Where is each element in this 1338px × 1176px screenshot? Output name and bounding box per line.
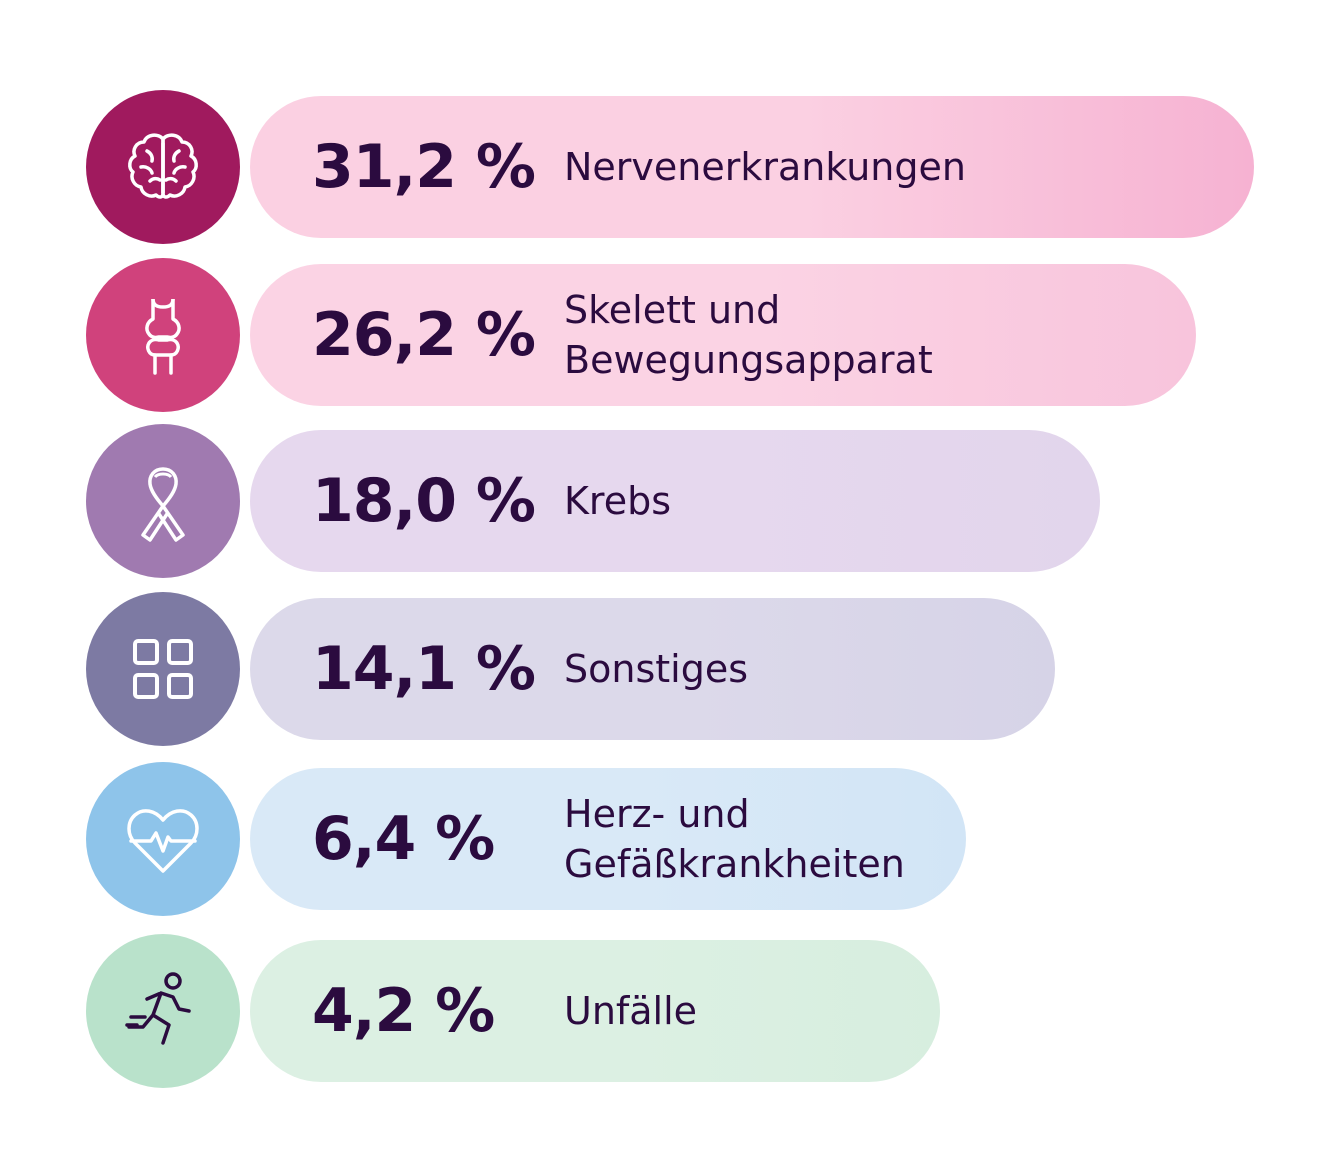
bar	[250, 940, 940, 1082]
category-icon-circle	[86, 592, 240, 746]
category-label: Herz- und Gefäßkrankheiten	[564, 792, 905, 886]
category-label: Krebs	[564, 479, 672, 523]
value-label: 26,2 %	[312, 300, 536, 370]
category-icon-circle	[86, 934, 240, 1088]
category-icon-circle	[86, 424, 240, 578]
bar	[250, 768, 966, 910]
bone-joint-icon	[145, 298, 181, 375]
value-label: 6,4 %	[312, 804, 495, 874]
running-person-icon	[125, 972, 191, 1045]
bar	[250, 264, 1196, 406]
category-label: Sonstiges	[564, 647, 749, 691]
bar	[250, 598, 1056, 740]
value-label: 18,0 %	[312, 466, 536, 536]
value-label: 14,1 %	[312, 634, 536, 704]
value-label: 31,2 %	[312, 132, 536, 202]
category-icon-circle	[86, 762, 240, 916]
category-label: Unfälle	[564, 989, 698, 1033]
bar	[250, 96, 1254, 238]
category-label: Skelett und Bewegungsapparat	[564, 288, 933, 382]
grid-icon	[133, 639, 193, 699]
category-label: Nervenerkrankungen	[564, 145, 966, 189]
awareness-ribbon-icon	[141, 467, 185, 542]
heartbeat-icon	[127, 809, 199, 873]
category-icon-circle	[86, 90, 240, 244]
bar	[250, 430, 1101, 572]
brain-icon	[128, 133, 198, 199]
category-icon-circle	[86, 258, 240, 412]
value-label: 4,2 %	[312, 976, 495, 1046]
